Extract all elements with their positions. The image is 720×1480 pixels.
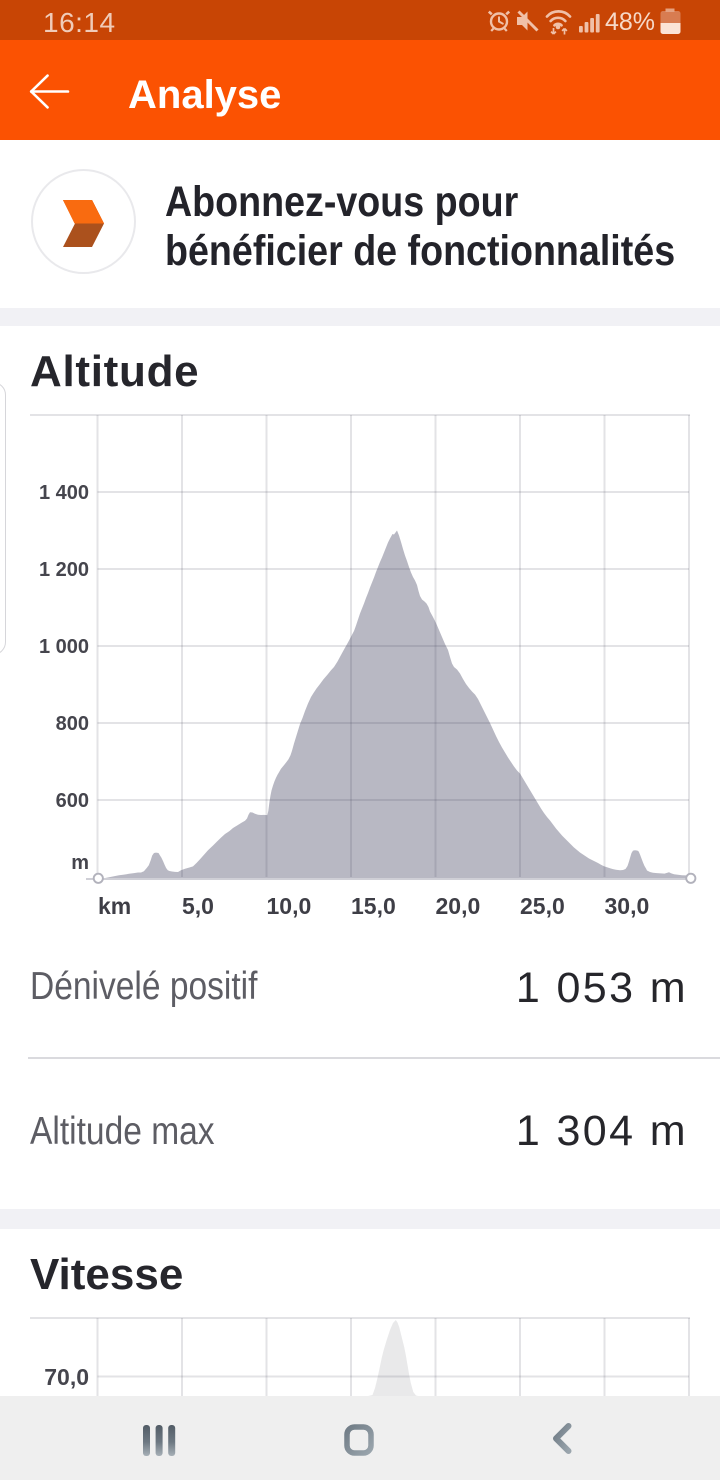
svg-text:48%: 48% bbox=[605, 8, 655, 36]
